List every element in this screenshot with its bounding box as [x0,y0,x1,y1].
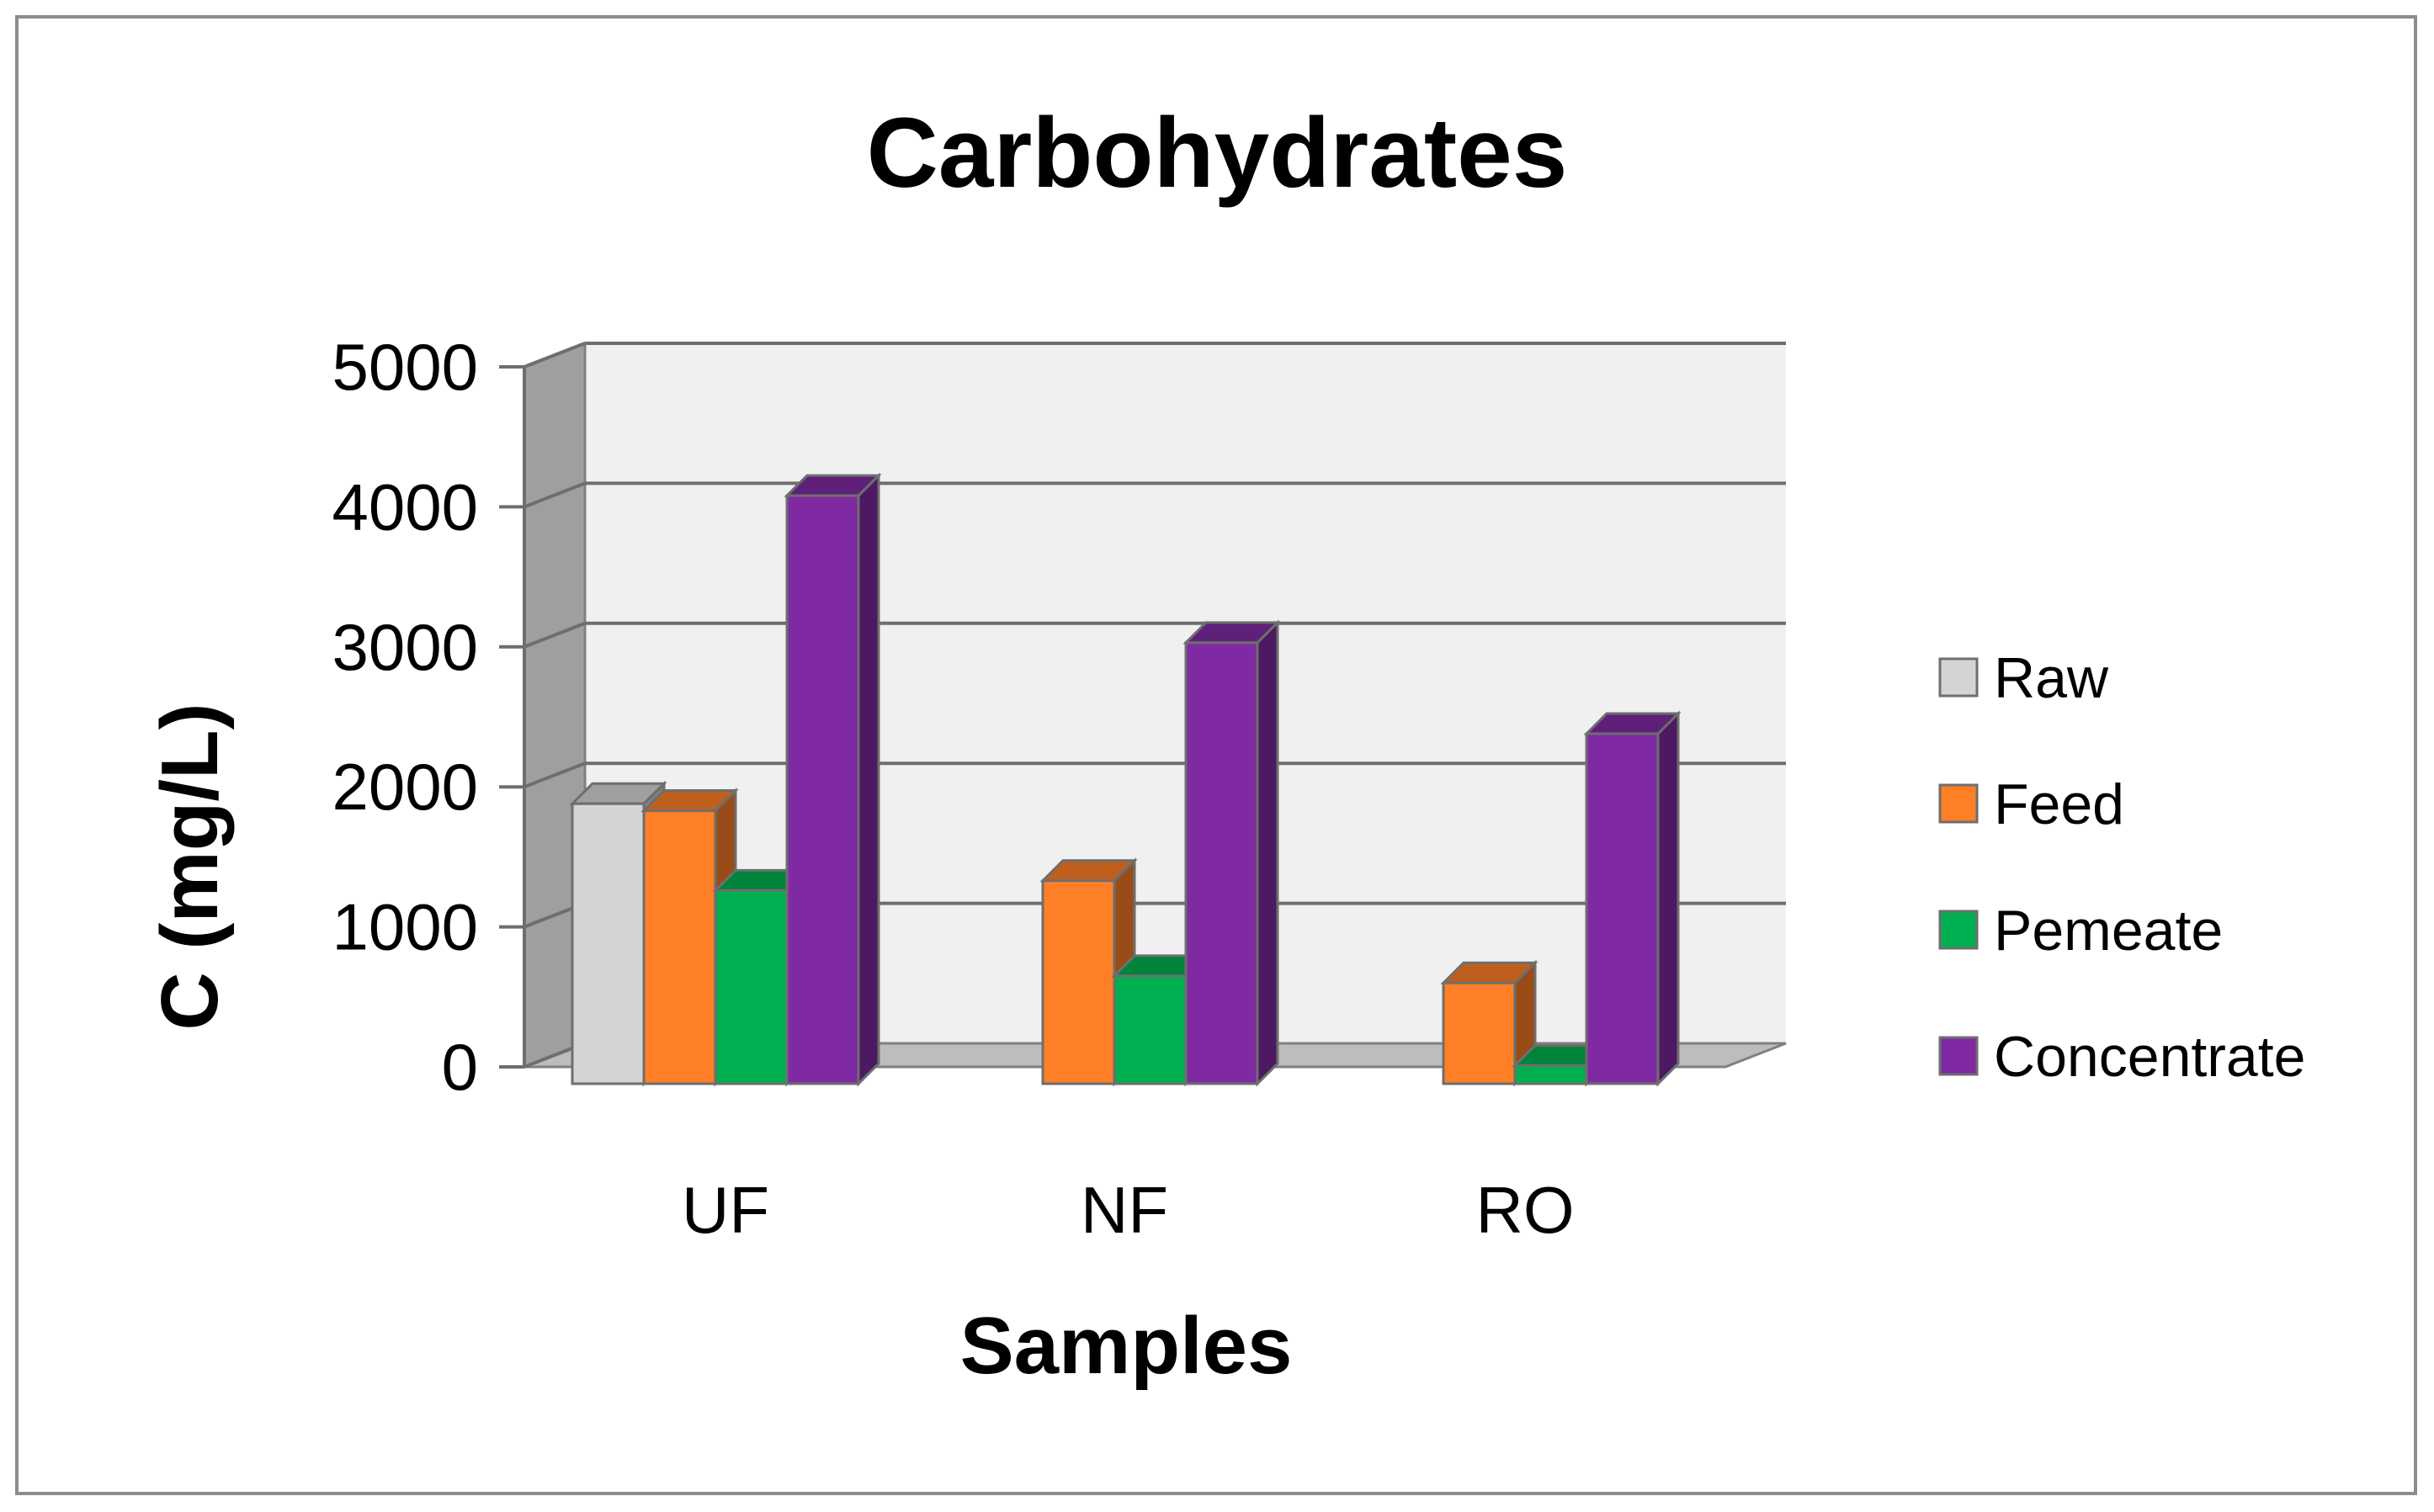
legend-item-concentrate: Concentrate [1938,1025,2305,1089]
x-tick-label: UF [682,1173,769,1247]
bar-concentrate-ro [1583,710,1682,1087]
chart-title: Carbohydrates [867,98,1568,209]
legend-item-feed: Feed [1938,772,2124,836]
legend: Raw Feed Pemeate Concentrate [1938,646,2305,1089]
bar-front [1113,974,1188,1085]
legend-label: Pemeate [1994,899,2223,963]
bar-front [1442,981,1517,1085]
gridline-depth [523,481,586,509]
bar-side [1656,710,1680,1087]
y-tick-label: 1000 [332,890,478,964]
bar-front [1513,1064,1588,1085]
legend-label: Feed [1994,772,2124,836]
legend-swatch [1938,657,1979,698]
x-tick-label: RO [1476,1173,1575,1247]
legend-swatch [1938,783,1979,824]
bar-front [642,809,717,1085]
gridline-depth [523,761,586,789]
bars-group [569,472,1682,1087]
bar-front [1041,879,1116,1085]
y-tick-label: 5000 [332,330,478,404]
bar-front [1585,732,1660,1085]
y-tick-label: 3000 [332,610,478,684]
bar-side [857,472,880,1087]
y-axis-ticks [499,365,526,1069]
bar-feed-ro [1440,959,1539,1087]
bar-concentrate-nf [1182,619,1281,1087]
legend-label: Concentrate [1994,1025,2305,1089]
y-axis-title: C (mg/L) [145,703,235,1030]
y-tick-label: 0 [442,1030,478,1104]
y-tick-label: 2000 [332,750,478,824]
gridline-depth [523,342,586,369]
legend-swatch [1938,1036,1979,1076]
gridline-depth [523,621,586,649]
bar-front [785,494,860,1085]
x-axis-tick-labels: UF NF RO [682,1173,1574,1247]
bar-concentrate-uf [784,472,882,1087]
legend-label: Raw [1994,646,2109,710]
legend-item-raw: Raw [1938,646,2109,710]
legend-item-pemeate: Pemeate [1938,899,2223,963]
bar-front [571,802,646,1085]
x-tick-label: NF [1081,1173,1168,1247]
x-axis-title: Samples [960,1301,1293,1391]
bar-front [1184,641,1259,1085]
legend-swatch [1938,910,1979,950]
bar-side [1256,619,1279,1087]
y-axis-tick-labels: 0 1000 2000 3000 4000 5000 [332,330,478,1104]
y-tick-label: 4000 [332,470,478,544]
bar-front [714,889,789,1085]
